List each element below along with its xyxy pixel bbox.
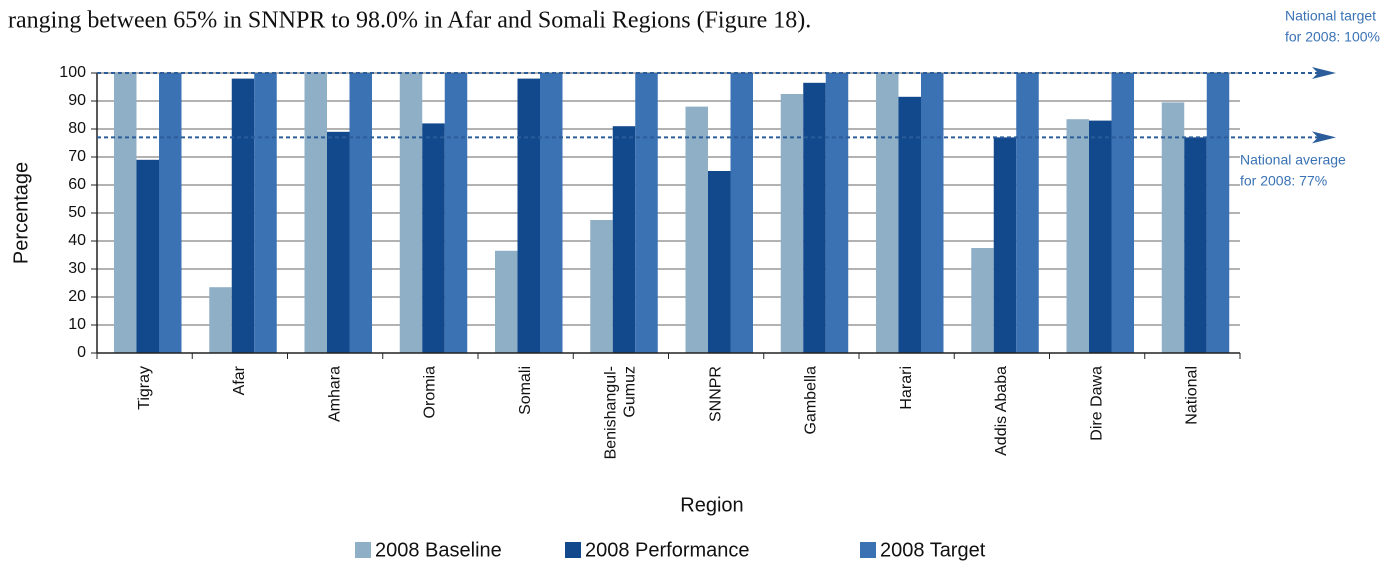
y-tick-label: 0 <box>77 344 86 361</box>
x-tick-label: Amhara <box>326 366 343 422</box>
bar <box>327 131 350 353</box>
bar <box>231 78 255 353</box>
bar <box>1111 73 1134 353</box>
y-tick-label: 90 <box>68 92 86 109</box>
bar <box>730 73 753 353</box>
bar <box>495 250 518 353</box>
legend-swatch <box>860 542 876 558</box>
y-tick-label: 50 <box>68 204 86 221</box>
legend-label: 2008 Performance <box>585 539 750 561</box>
bar <box>921 73 944 353</box>
arrow-head <box>1312 67 1336 79</box>
y-tick-label: 60 <box>68 176 86 193</box>
bar <box>1161 102 1185 354</box>
x-tick-label: Oromia <box>422 366 439 419</box>
legend-label: 2008 Target <box>880 539 986 561</box>
bar <box>612 126 636 353</box>
y-tick-label: 100 <box>59 64 86 81</box>
bar <box>254 73 277 353</box>
y-tick-label: 70 <box>68 148 86 165</box>
bar <box>780 94 804 353</box>
x-tick-label: SNNPR <box>707 366 724 422</box>
bar <box>825 73 849 353</box>
y-tick-label: 30 <box>68 260 86 277</box>
bar <box>1184 137 1207 353</box>
bar <box>136 159 159 353</box>
annotation: National average <box>1240 152 1346 168</box>
x-tick-label: Addis Ababa <box>993 366 1010 456</box>
bar <box>590 220 613 353</box>
bar <box>349 73 372 353</box>
bar <box>971 248 994 353</box>
x-axis-label: Region <box>680 494 743 516</box>
y-axis-label: Percentage <box>10 162 32 264</box>
legend-swatch <box>355 542 371 558</box>
bar <box>708 171 731 353</box>
bar <box>444 73 468 353</box>
x-tick-label: National <box>1184 366 1201 425</box>
y-tick-label: 20 <box>68 288 86 305</box>
bar <box>1066 119 1089 353</box>
annotation: National target <box>1285 8 1376 24</box>
bar <box>209 287 232 353</box>
context-text: ranging between 65% in SNNPR to 98.0% in… <box>8 8 811 34</box>
bar <box>540 73 563 353</box>
bar <box>304 73 327 353</box>
bar <box>399 73 423 353</box>
y-tick-label: 10 <box>68 316 86 333</box>
bar <box>1016 73 1039 353</box>
bar <box>635 73 658 353</box>
bar <box>1089 120 1112 353</box>
bar <box>517 78 540 353</box>
legend-swatch <box>565 542 581 558</box>
bar <box>422 123 445 354</box>
bar <box>159 73 182 353</box>
y-tick-label: 80 <box>68 120 86 137</box>
legend-label: 2008 Baseline <box>375 539 502 561</box>
bar <box>876 73 899 353</box>
x-tick-label: Gambella <box>803 366 820 435</box>
annotation: for 2008: 77% <box>1240 173 1327 189</box>
bar <box>898 96 921 354</box>
bar <box>685 106 708 353</box>
arrow-head <box>1312 131 1336 144</box>
bar <box>993 137 1017 353</box>
x-tick-label: Somali <box>517 366 534 415</box>
x-tick-label: Tigray <box>136 366 153 410</box>
x-tick-label: Harari <box>898 366 915 410</box>
x-tick-label: Benishangul- Gumuz <box>603 366 639 459</box>
bar <box>803 82 826 354</box>
x-tick-label: Afar <box>231 365 248 395</box>
y-tick-label: 40 <box>68 232 86 249</box>
bar <box>114 73 137 353</box>
bar <box>1206 73 1230 353</box>
x-tick-label: Dire Dawa <box>1088 366 1105 441</box>
annotation: for 2008: 100% <box>1285 29 1380 45</box>
